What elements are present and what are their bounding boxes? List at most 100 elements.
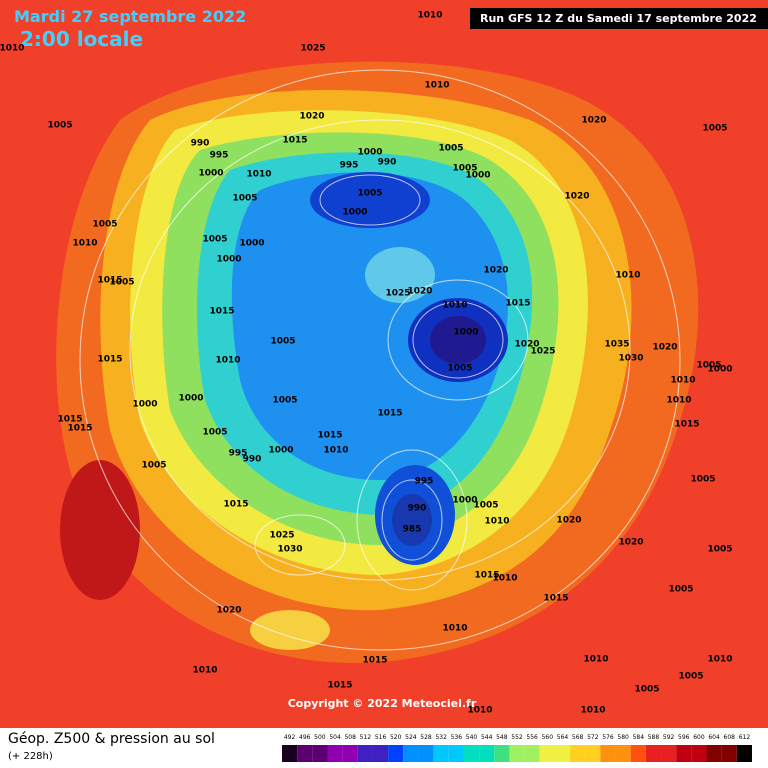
isobar-label: 1030 xyxy=(277,545,302,555)
isobar-label: 990 xyxy=(243,455,262,465)
scale-label: 612 xyxy=(739,734,751,741)
isobar-label: 1015 xyxy=(327,681,352,691)
isobar-label: 1005 xyxy=(202,428,227,438)
scale-label: 552 xyxy=(511,734,523,741)
isobar-label: 1005 xyxy=(357,189,382,199)
isobar-label: 1020 xyxy=(618,538,643,548)
isobar-label: 1005 xyxy=(634,685,659,695)
scale-swatch xyxy=(357,745,373,762)
isobar-label: 1005 xyxy=(690,475,715,485)
isobar-label: 1010 xyxy=(442,301,467,311)
scale-label: 592 xyxy=(663,734,675,741)
isobar-label: 1005 xyxy=(202,235,227,245)
isobar-label: 1010 xyxy=(215,356,240,366)
scale-swatch xyxy=(372,745,389,762)
isobar-label: 1020 xyxy=(299,112,324,122)
scale-label: 544 xyxy=(481,734,493,741)
isobar-label: 1010 xyxy=(615,271,640,281)
isobar-label: 1025 xyxy=(300,44,325,54)
isobar-label: 1000 xyxy=(707,365,732,375)
scale-label: 564 xyxy=(557,734,569,741)
scale-label: 508 xyxy=(344,734,356,741)
map-date: Mardi 27 septembre 2022 xyxy=(14,7,246,26)
isobar-label: 1010 xyxy=(484,517,509,527)
isobar-label: 1020 xyxy=(407,287,432,297)
isobar-label: 1010 xyxy=(666,396,691,406)
scale-swatch xyxy=(524,745,540,762)
isobar-label: 1035 xyxy=(604,340,629,350)
isobar-label: 1005 xyxy=(696,361,721,371)
scale-label: 512 xyxy=(360,734,372,741)
scale-label: 584 xyxy=(633,734,645,741)
scale-swatch xyxy=(615,745,631,762)
scale-label: 572 xyxy=(587,734,599,741)
run-box xyxy=(470,8,768,29)
isobar-label: 1015 xyxy=(474,571,499,581)
scale-label: 556 xyxy=(526,734,538,741)
isobar-label: 1000 xyxy=(357,148,382,158)
isobar-label: 1015 xyxy=(97,276,122,286)
scale-label: 580 xyxy=(617,734,629,741)
isobar-label: 1010 xyxy=(492,574,517,584)
isobar-label: 1010 xyxy=(246,170,271,180)
high-azores xyxy=(250,610,330,650)
isobar-label: 1010 xyxy=(417,11,442,21)
isobar-label: 1015 xyxy=(223,500,248,510)
low-north xyxy=(310,172,430,228)
isobar-label: 1020 xyxy=(564,192,589,202)
isobar-label: 1000 xyxy=(198,169,223,179)
scale-swatch xyxy=(509,745,525,762)
scale-swatch xyxy=(448,745,464,762)
isobar-label: 1025 xyxy=(530,347,555,357)
isobar-label: 1010 xyxy=(192,666,217,676)
scale-label: 600 xyxy=(693,734,705,741)
isobar-label: 1010 xyxy=(72,239,97,249)
scale-swatch xyxy=(721,745,737,762)
isobar-label: 1005 xyxy=(47,121,72,131)
scale-swatch xyxy=(342,745,358,762)
high-arctic xyxy=(365,247,435,303)
isobar-label: 1020 xyxy=(514,340,539,350)
isobar-label: 1015 xyxy=(505,299,530,309)
isobar-label: 1015 xyxy=(57,415,82,425)
scale-label: 536 xyxy=(451,734,463,741)
scale-label: 576 xyxy=(602,734,614,741)
isobar-label: 1005 xyxy=(438,144,463,154)
scale-label: 608 xyxy=(724,734,736,741)
isobar-label: 1010 xyxy=(442,624,467,634)
isobar-label: 1005 xyxy=(272,396,297,406)
isobar-label: 995 xyxy=(229,449,248,459)
scale-swatch xyxy=(630,745,646,762)
scale-swatch xyxy=(463,745,480,762)
scale-swatch xyxy=(554,745,571,762)
scale-label: 596 xyxy=(678,734,690,741)
scale-label: 516 xyxy=(375,734,387,741)
isobar-label: 995 xyxy=(210,151,229,161)
scale-swatch xyxy=(388,745,404,762)
isobar-label: 1000 xyxy=(268,446,293,456)
isobar-label: 1015 xyxy=(97,355,122,365)
scale-swatch xyxy=(403,745,419,762)
scale-swatch xyxy=(736,745,752,762)
isobar-label: 1015 xyxy=(282,136,307,146)
scale-label: 540 xyxy=(466,734,478,741)
isobar-label: 1020 xyxy=(556,516,581,526)
isobar-label: 1005 xyxy=(707,545,732,555)
isobar-label: 990 xyxy=(191,139,210,149)
copyright: Copyright © 2022 Meteociel.fr xyxy=(288,697,477,710)
isobar-label: 1015 xyxy=(543,594,568,604)
isobar-label: 1010 xyxy=(0,44,25,54)
isobar-label: 1000 xyxy=(178,394,203,404)
scale-label: 528 xyxy=(420,734,432,741)
isobar-label: 990 xyxy=(378,158,397,168)
scale-swatch xyxy=(282,745,298,762)
isobar-label: 1000 xyxy=(453,328,478,338)
scale-label: 604 xyxy=(708,734,720,741)
isobar-label: 1025 xyxy=(269,531,294,541)
isobar-label: 1000 xyxy=(132,400,157,410)
scale-label: 568 xyxy=(572,734,584,741)
scale-swatch xyxy=(327,745,343,762)
scale-swatch xyxy=(691,745,707,762)
isobar-label: 1015 xyxy=(317,431,342,441)
